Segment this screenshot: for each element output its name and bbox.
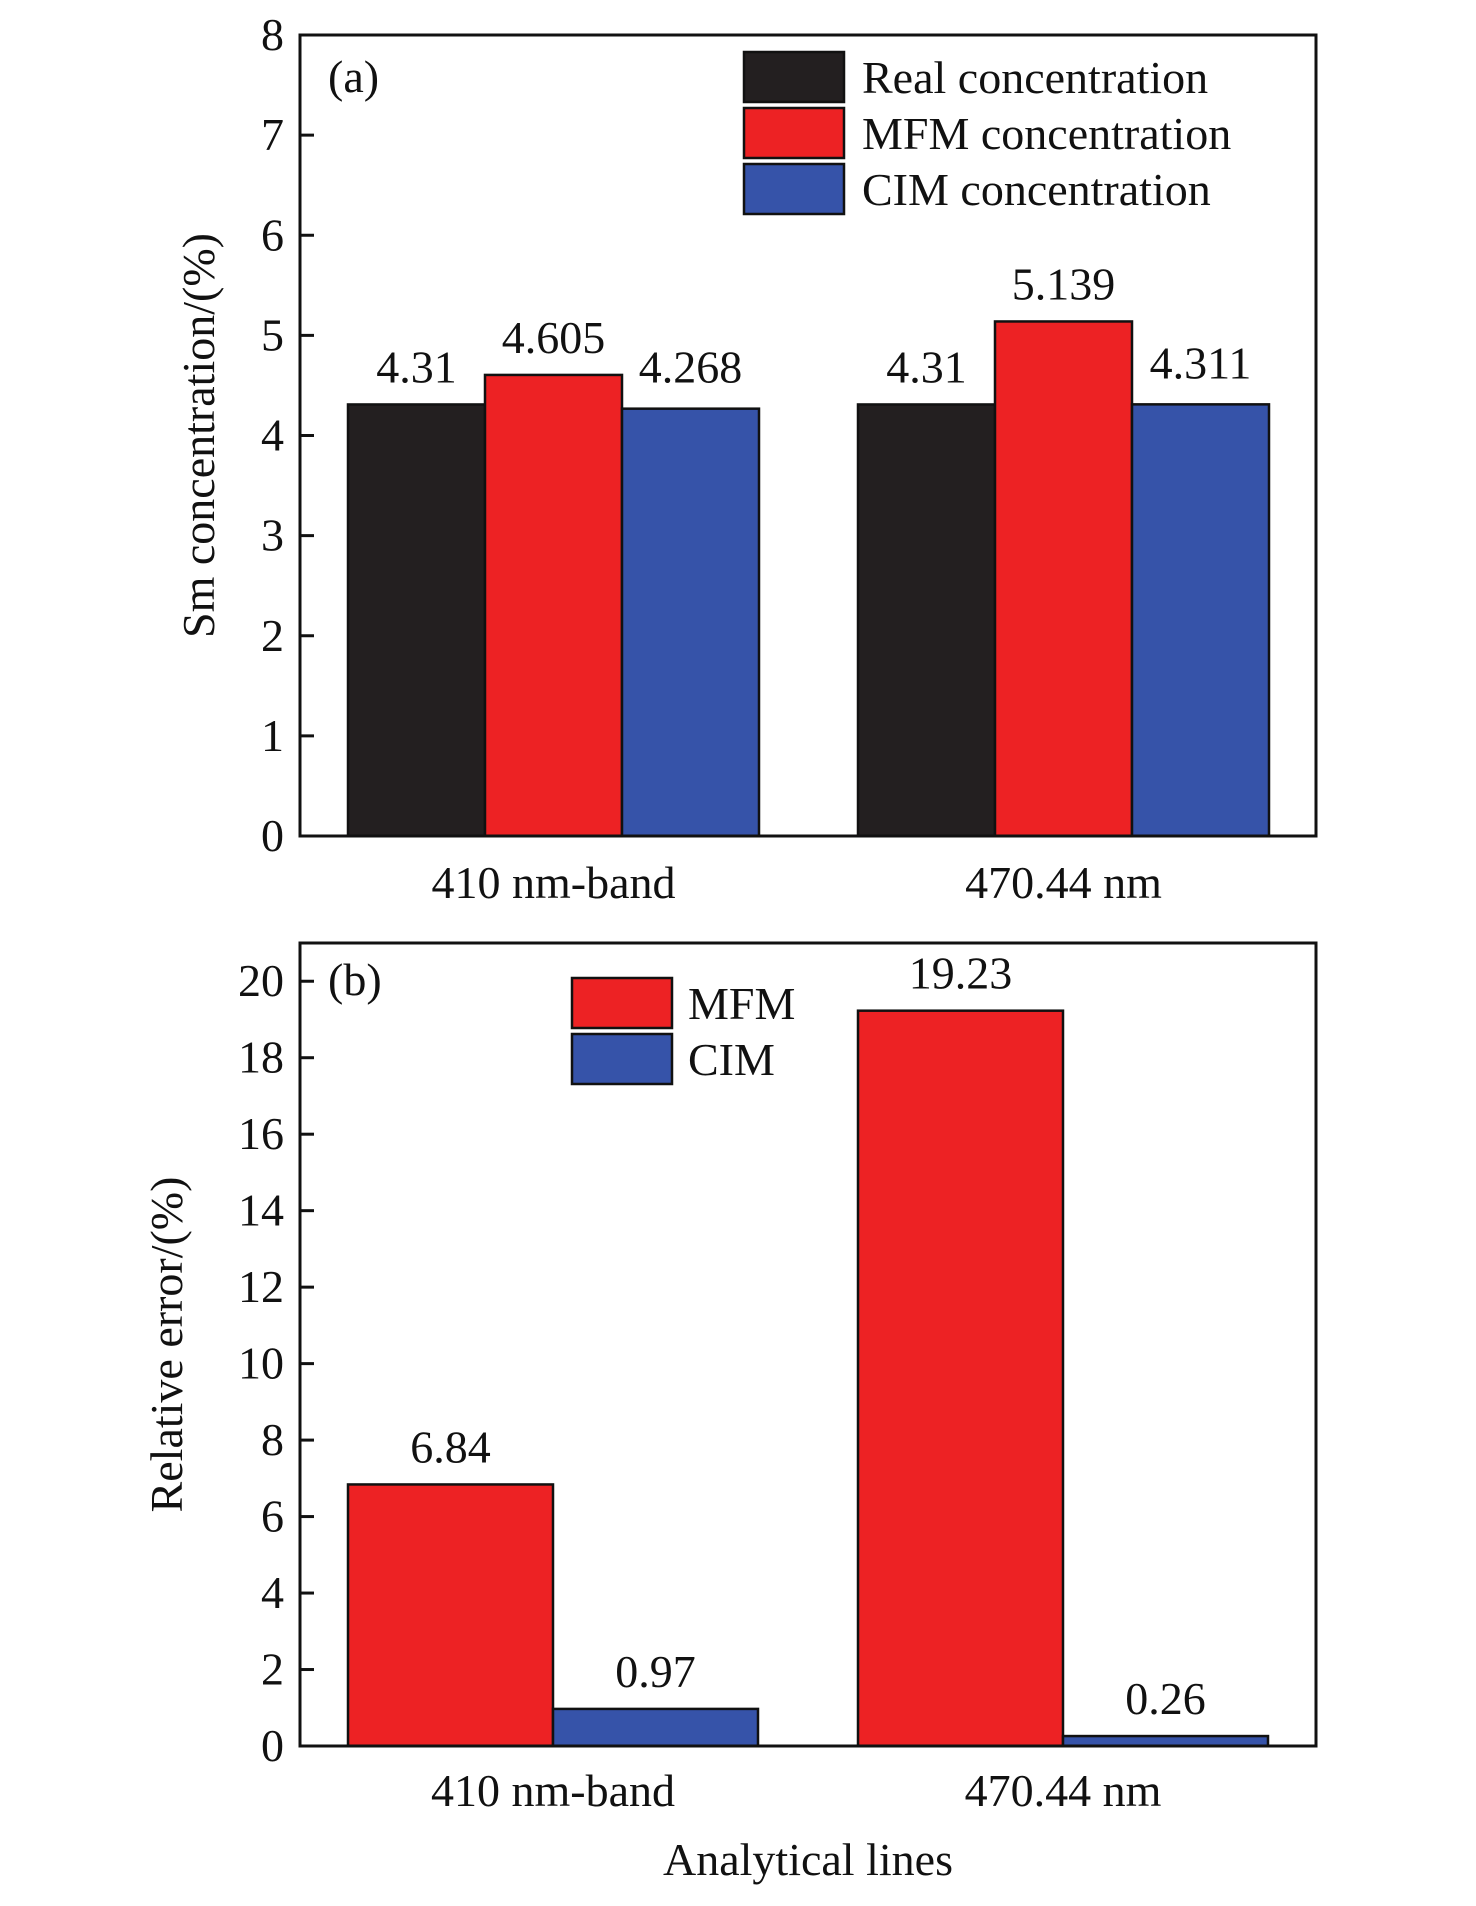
panel-b-y-tick-label-3: 6 — [261, 1491, 284, 1542]
panel-a-legend-label-3: CIM concentration — [862, 164, 1211, 215]
panel-a-legend-swatch-1 — [742, 50, 846, 104]
panel-a-legend-swatch-2 — [742, 106, 846, 160]
panel-a-legend-swatch-3 — [742, 162, 846, 216]
panel-b-y-tick-label-10: 20 — [238, 955, 284, 1006]
panel-b-legend-label-2: CIM — [688, 1034, 775, 1085]
panel-b-data-label-1-1: 6.84 — [410, 1421, 491, 1472]
panel-b-x-axis-title: Analytical lines — [663, 1834, 953, 1885]
panel-b-plot-frame — [298, 941, 1318, 1748]
panel-a-legend-label-2: MFM concentration — [862, 108, 1231, 159]
panel-b-y-tick-label-6: 12 — [238, 1261, 284, 1312]
panel-b-y-tick-label-8: 16 — [238, 1108, 284, 1159]
panel-a-y-tick-label-1: 1 — [261, 710, 284, 761]
panel-b-y-tick-label-1: 2 — [261, 1644, 284, 1695]
panel-b-legend-swatch-1 — [570, 976, 674, 1030]
panel-b-bar-2-1 — [856, 1009, 1065, 1748]
panel-a-y-tick-label-0: 0 — [261, 810, 284, 861]
panel-a-data-label-1-1: 4.31 — [376, 341, 457, 392]
panel-b-data-label-2-2: 0.26 — [1125, 1673, 1206, 1724]
panel-a-bar-1-1 — [346, 403, 487, 838]
panel-a-y-tick-label-7: 7 — [261, 109, 284, 160]
panel-b-category-label-1: 410 nm-band — [431, 1765, 675, 1816]
panel-b-y-tick-label-9: 18 — [238, 1032, 284, 1083]
panel-a-data-label-1-3: 4.268 — [639, 342, 743, 393]
panel-a-chart: (a) 4.31 4.605 4.268 410 nm-band 4.31 5.139 4.… — [173, 9, 1318, 908]
panel-a-y-axis-title: Sm concentration/(%) — [173, 233, 224, 638]
panel-b-data-label-2-1: 19.23 — [909, 948, 1013, 999]
panel-a-bar-1-2 — [483, 373, 624, 838]
panel-a-bar-2-1 — [856, 403, 997, 838]
panel-b-legend-swatch-2 — [570, 1032, 674, 1086]
panel-a-y-tick-label-5: 5 — [261, 309, 284, 360]
panel-a-data-label-2-1: 4.31 — [886, 341, 967, 392]
panel-b-chart: (b) 6.84 0.97 410 nm-band 19.23 0.26 470.44 n… — [141, 941, 1318, 1885]
panel-b-bar-1-2 — [551, 1707, 760, 1748]
panel-b-y-tick-label-2: 4 — [261, 1567, 284, 1618]
panel-a-y-tick-label-8: 8 — [261, 9, 284, 60]
panel-a-bar-1-3 — [620, 407, 761, 838]
panel-a-label: (a) — [328, 51, 379, 102]
panel-b-y-tick-label-5: 10 — [238, 1338, 284, 1389]
panel-a-y-tick-label-2: 2 — [261, 610, 284, 661]
panel-b-y-axis-title: Relative error/(%) — [141, 1177, 192, 1513]
panel-a-data-label-2-2: 5.139 — [1012, 258, 1116, 309]
panel-a-bar-2-2 — [993, 320, 1134, 838]
panel-a-data-label-1-2: 4.605 — [502, 312, 606, 363]
panel-b-bar-1-1 — [346, 1483, 555, 1748]
panel-b-y-tick-label-7: 14 — [238, 1185, 284, 1236]
panel-a-category-label-1: 410 nm-band — [431, 857, 675, 908]
panel-b-data-label-1-2: 0.97 — [615, 1646, 696, 1697]
panel-a-y-tick-label-4: 4 — [261, 410, 284, 461]
panel-b-y-tick-label-0: 0 — [261, 1720, 284, 1771]
panel-a-category-label-2: 470.44 nm — [965, 857, 1162, 908]
panel-a-data-label-2-3: 4.311 — [1150, 337, 1252, 388]
panel-b-category-label-2: 470.44 nm — [965, 1765, 1162, 1816]
panel-a-bar-2-3 — [1130, 403, 1271, 838]
panel-a-y-tick-label-6: 6 — [261, 209, 284, 260]
panel-b-y-tick-label-4: 8 — [261, 1414, 284, 1465]
panel-a-legend-label-1: Real concentration — [862, 52, 1208, 103]
panel-b-label: (b) — [328, 954, 382, 1005]
panel-a-y-tick-label-3: 3 — [261, 510, 284, 561]
panel-b-legend-label-1: MFM — [688, 978, 795, 1029]
